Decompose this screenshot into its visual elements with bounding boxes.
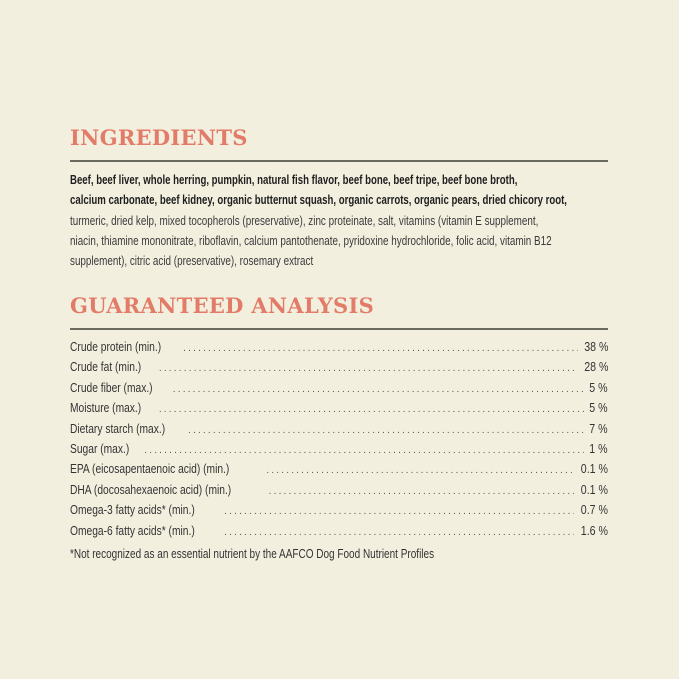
analysis-row: Omega-3 fatty acids* (min.).............… — [70, 503, 608, 523]
nutrient-value: 5 % — [589, 401, 608, 416]
ingredients-line: supplement), citric acid (preservative),… — [70, 253, 314, 269]
dot-leader: ........................................… — [266, 465, 575, 477]
dot-leader: ........................................… — [188, 424, 584, 436]
nutrient-label: Moisture (max.) — [70, 401, 142, 416]
nutrient-value: 0.1 % — [580, 482, 608, 497]
nutrient-value: 1 % — [589, 441, 608, 456]
dot-leader: ........................................… — [158, 404, 585, 416]
dot-leader: ........................................… — [268, 485, 575, 497]
analysis-divider — [70, 328, 608, 330]
nutrient-value: 0.7 % — [580, 503, 608, 518]
ingredients-heading: INGREDIENTS — [70, 125, 248, 150]
ingredients-divider — [70, 160, 608, 162]
nutrient-value: 28 % — [583, 360, 608, 375]
nutrient-label: Omega-3 fatty acids* (min.) — [70, 503, 195, 518]
nutrient-label: Crude fat (min.) — [70, 360, 142, 375]
nutrient-label: Crude fiber (max.) — [70, 380, 153, 395]
analysis-table: Crude protein (min.)....................… — [70, 340, 608, 544]
analysis-row: Crude fat (min.)........................… — [70, 360, 608, 380]
nutrient-label: DHA (docosahexaenoic acid) (min.) — [70, 482, 232, 497]
nutrient-value: 0.1 % — [580, 462, 608, 477]
analysis-row: DHA (docosahexaenoic acid) (min.).......… — [70, 483, 608, 503]
analysis-row: Dietary starch (max.)...................… — [70, 422, 608, 442]
ingredients-line: turmeric, dried kelp, mixed tocopherols … — [70, 212, 539, 228]
analysis-row: Crude fiber (max.)......................… — [70, 381, 608, 401]
analysis-row: Moisture (max.).........................… — [70, 401, 608, 421]
dot-leader: ........................................… — [172, 383, 585, 395]
analysis-row: EPA (eicosapentaenoic acid) (min.)......… — [70, 462, 608, 482]
nutrient-label: Crude protein (min.) — [70, 340, 162, 354]
ingredients-line: Beef, beef liver, whole herring, pumpkin… — [70, 172, 518, 187]
nutrient-value: 38 % — [583, 340, 608, 354]
dot-leader: ........................................… — [158, 363, 578, 375]
analysis-row: Sugar (max.)............................… — [70, 442, 608, 462]
ingredients-line: calcium carbonate, beef kidney, organic … — [70, 192, 567, 208]
analysis-footnote: *Not recognized as an essential nutrient… — [70, 547, 435, 561]
analysis-row: Crude protein (min.)....................… — [70, 340, 608, 360]
dot-leader: ........................................… — [224, 506, 574, 518]
dot-leader: ........................................… — [183, 343, 577, 354]
nutrient-value: 1.6 % — [580, 523, 608, 538]
nutrient-label: Dietary starch (max.) — [70, 421, 166, 436]
nutrient-label: Sugar (max.) — [70, 441, 130, 456]
dot-leader: ........................................… — [224, 526, 574, 538]
nutrient-value: 7 % — [589, 421, 608, 436]
nutrient-label: Omega-6 fatty acids* (min.) — [70, 523, 195, 538]
nutrient-value: 5 % — [589, 380, 608, 395]
dot-leader: ........................................… — [144, 444, 584, 456]
ingredients-line: niacin, thiamine mononitrate, riboflavin… — [70, 232, 552, 248]
nutrient-label: EPA (eicosapentaenoic acid) (min.) — [70, 462, 230, 477]
analysis-heading: GUARANTEED ANALYSIS — [70, 293, 375, 318]
analysis-row: Omega-6 fatty acids* (min.).............… — [70, 524, 608, 544]
